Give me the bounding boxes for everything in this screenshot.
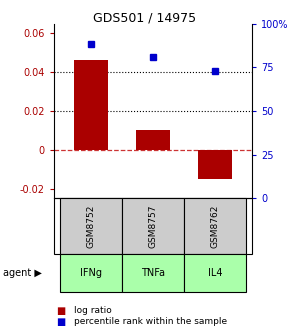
Text: IFNg: IFNg xyxy=(80,268,102,278)
Bar xyxy=(184,254,246,292)
Text: TNFa: TNFa xyxy=(141,268,165,278)
Text: log ratio: log ratio xyxy=(74,306,112,315)
Bar xyxy=(184,198,246,254)
Bar xyxy=(60,254,122,292)
Text: IL4: IL4 xyxy=(208,268,222,278)
Text: GSM8757: GSM8757 xyxy=(148,204,157,248)
Text: ■: ■ xyxy=(57,306,66,316)
Text: GSM8762: GSM8762 xyxy=(211,204,220,248)
Bar xyxy=(122,198,184,254)
Text: GSM8752: GSM8752 xyxy=(86,204,95,248)
Bar xyxy=(60,198,122,254)
Text: GDS501 / 14975: GDS501 / 14975 xyxy=(93,12,197,25)
Bar xyxy=(74,60,108,150)
Text: percentile rank within the sample: percentile rank within the sample xyxy=(74,318,227,326)
Text: agent ▶: agent ▶ xyxy=(3,268,42,278)
Text: ■: ■ xyxy=(57,317,66,327)
Bar xyxy=(122,254,184,292)
Bar xyxy=(198,150,232,179)
Bar xyxy=(136,130,170,150)
